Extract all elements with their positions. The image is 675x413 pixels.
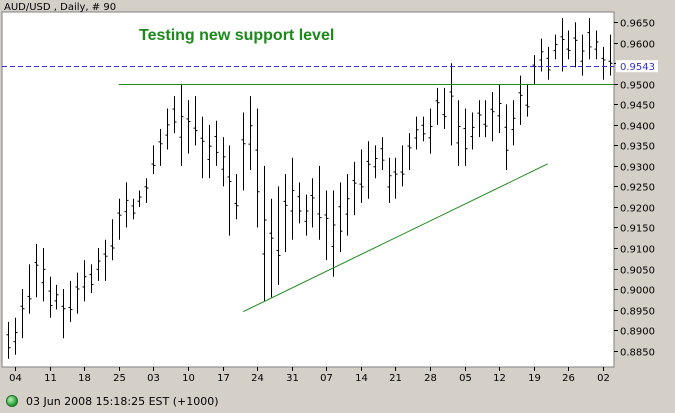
- x-tick-label: 05: [459, 373, 472, 384]
- y-axis: 0.96500.96000.95500.95000.94500.94000.93…: [614, 19, 658, 359]
- y-tick-label: 0.9100: [620, 245, 655, 256]
- x-tick-label: 02: [597, 373, 610, 384]
- x-month-label: Jun/02: [586, 388, 619, 389]
- status-bar: 03 Jun 2008 15:18:25 EST (+1000): [0, 389, 675, 413]
- x-tick-label: 17: [217, 373, 230, 384]
- chart-annotation: Testing new support level: [139, 27, 334, 44]
- rising-trend-line: [243, 163, 548, 313]
- y-tick-label: 0.8950: [620, 307, 655, 318]
- x-tick-label: 03: [147, 373, 160, 384]
- y-tick-label: 0.9250: [620, 183, 655, 194]
- x-month-label: 02/04/08: [8, 388, 53, 389]
- x-tick-label: 18: [78, 373, 91, 384]
- ohlc-chart: AUD/USD , Daily, # 90 Testing new suppor…: [1, 2, 658, 389]
- x-tick-label: 24: [251, 373, 264, 384]
- x-tick-label: 25: [113, 373, 126, 384]
- x-tick-label: 19: [528, 373, 541, 384]
- chart-title: AUD/USD , Daily, # 90: [4, 2, 116, 13]
- x-axis: 04 11 18 25 03 10 17 24 31 07 14 21 28 05 12 19 26 02 02/0…: [8, 367, 619, 389]
- x-tick-label: 12: [493, 373, 506, 384]
- current-price-label-bg: [616, 60, 658, 73]
- x-month-label: Mar/03: [136, 388, 171, 389]
- y-tick-label: 0.9200: [620, 204, 655, 215]
- y-tick-label: 0.9450: [620, 101, 655, 112]
- x-tick-label: 21: [389, 373, 402, 384]
- x-tick-label: 11: [44, 373, 57, 384]
- price-bars: [6, 18, 613, 359]
- x-tick-label: 10: [182, 373, 195, 384]
- y-tick-label: 0.9500: [620, 81, 655, 92]
- x-month-label: May/05: [446, 388, 483, 389]
- x-tick-label: 14: [355, 373, 368, 384]
- plot-area: [1, 11, 615, 368]
- x-tick-label: 31: [286, 373, 299, 384]
- y-tick-label: 0.9000: [620, 286, 655, 297]
- y-tick-label: 0.8850: [620, 348, 655, 359]
- status-timestamp: 03 Jun 2008 15:18:25 EST (+1000): [26, 394, 219, 408]
- y-tick-label: 0.9600: [620, 40, 655, 51]
- x-tick-label: 26: [562, 373, 575, 384]
- x-month-label: Apr/07: [310, 388, 343, 389]
- overlay-lines: [2, 66, 614, 313]
- x-tick-label: 07: [320, 373, 333, 384]
- y-tick-label: 0.8900: [620, 327, 655, 338]
- y-tick-label: 0.9350: [620, 142, 655, 153]
- y-tick-label: 0.9300: [620, 163, 655, 174]
- y-tick-label: 0.9650: [620, 19, 655, 30]
- y-tick-label: 0.9050: [620, 266, 655, 277]
- current-price-label: 0.9543: [620, 62, 655, 73]
- y-tick-label: 0.9400: [620, 122, 655, 133]
- x-tick-label: 04: [9, 373, 22, 384]
- y-tick-label: 0.9150: [620, 224, 655, 235]
- x-tick-label: 28: [424, 373, 437, 384]
- connection-status-icon: [6, 395, 18, 407]
